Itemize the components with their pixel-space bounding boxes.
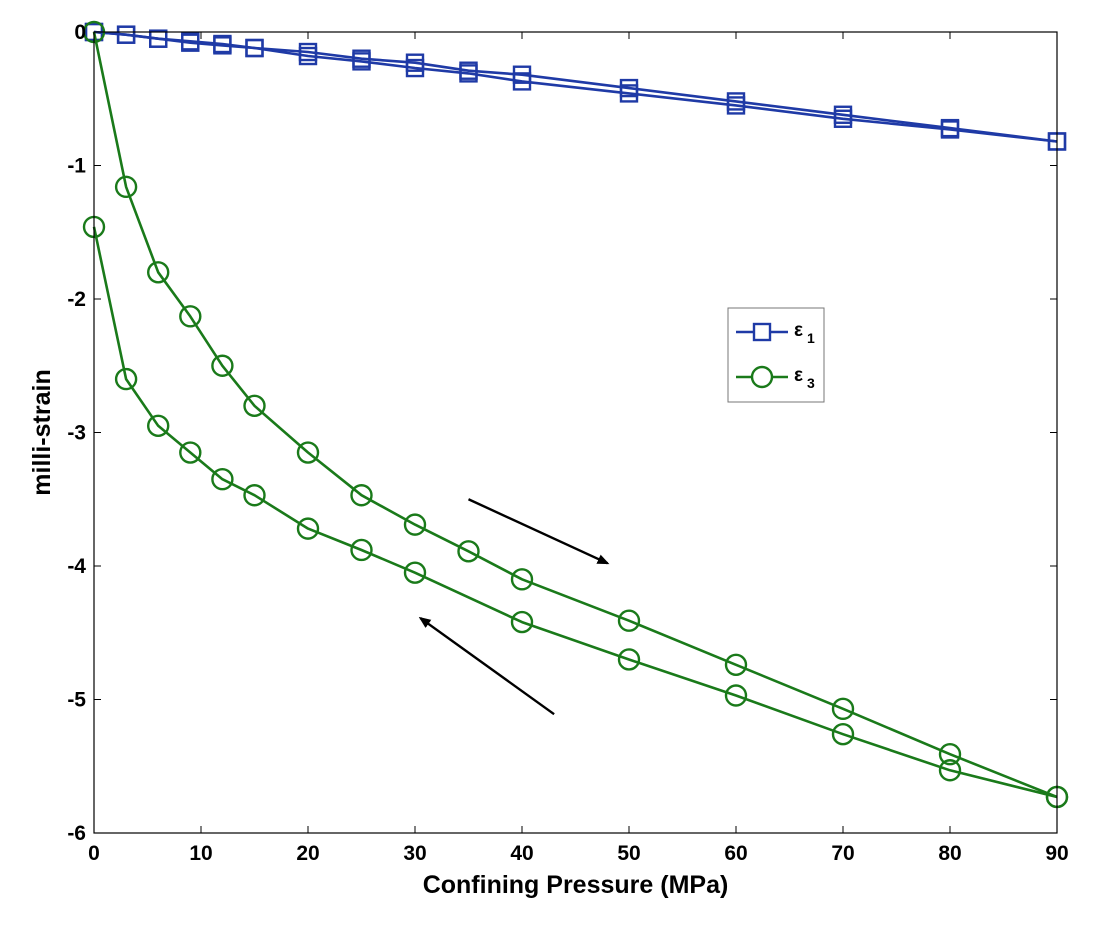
series-line-2 [92, 31, 1058, 799]
x-tick-label: 40 [510, 842, 533, 865]
data-point-square [619, 78, 639, 98]
data-point-square [940, 118, 960, 138]
data-point-square [459, 61, 478, 80]
data-point-circle [510, 610, 534, 634]
data-point-circle [831, 697, 855, 721]
x-tick-label: 80 [938, 842, 961, 865]
data-point-square [245, 38, 264, 58]
x-tick-label: 20 [296, 842, 319, 865]
legend-box [727, 307, 825, 403]
data-point-circle [617, 648, 641, 671]
series-line-0 [93, 30, 1058, 143]
data-point-circle [243, 484, 266, 507]
y-axis-label: milli-strain [28, 369, 56, 495]
y-tick-label: -4 [67, 555, 86, 578]
x-tick-label: 0 [88, 842, 100, 865]
x-axis-label: Confining Pressure (MPa) [423, 871, 729, 899]
x-tick-label: 70 [831, 842, 854, 865]
data-point-circle [457, 540, 480, 563]
plot-frame [93, 31, 1058, 834]
x-tick-label: 90 [1045, 842, 1068, 865]
data-point-circle [243, 394, 266, 417]
data-point-square [726, 92, 746, 111]
legend-label: ε [794, 365, 803, 386]
data-point-circle [617, 609, 641, 632]
data-point-square [512, 65, 532, 84]
data-point-circle [179, 305, 202, 328]
legend-marker-square [752, 322, 772, 342]
data-point-circle [403, 561, 427, 584]
data-point-circle [403, 513, 427, 536]
x-tick-label: 10 [189, 842, 212, 865]
series-line-3 [92, 226, 1058, 799]
y-tick-label: -2 [67, 288, 86, 311]
y-tick-label: -3 [67, 422, 86, 445]
data-point-square [181, 32, 200, 51]
legend-label: ε [794, 320, 803, 341]
data-point-square [148, 29, 168, 48]
unloading-arrow [418, 616, 555, 716]
data-point-square [405, 53, 425, 72]
data-point-circle [350, 538, 373, 562]
legend-marker-circle [750, 365, 774, 389]
x-tick-label: 60 [724, 842, 747, 865]
data-point-square [298, 42, 318, 62]
y-tick-label: -1 [67, 155, 86, 178]
data-point-square [116, 25, 136, 44]
data-point-circle [831, 723, 855, 746]
data-point-circle [510, 568, 534, 591]
y-tick-label: -6 [67, 822, 86, 845]
data-point-circle [114, 175, 138, 199]
data-point-circle [938, 743, 962, 766]
data-point-square [213, 34, 232, 54]
x-tick-label: 30 [403, 842, 426, 865]
data-point-circle [211, 468, 234, 491]
data-point-circle [296, 441, 320, 464]
data-point-circle [179, 441, 202, 464]
data-point-circle [296, 517, 320, 540]
x-tick-label: 50 [617, 842, 640, 865]
loading-arrow [467, 498, 610, 565]
data-point-square [352, 49, 371, 68]
y-tick-label: -5 [67, 689, 86, 712]
data-point-circle [350, 484, 373, 507]
data-point-square [833, 105, 853, 124]
data-point-circle [724, 684, 748, 707]
data-point-circle [724, 653, 748, 676]
legend-label-subscript: 1 [807, 330, 815, 346]
data-point-circle [114, 367, 138, 391]
data-point-circle [211, 354, 234, 377]
data-point-circle [146, 414, 170, 438]
series-line-1 [93, 30, 1058, 143]
legend-label-subscript: 3 [807, 375, 815, 391]
data-point-circle [146, 261, 170, 284]
y-tick-label: 0 [74, 21, 86, 44]
data-point-circle [938, 759, 962, 782]
